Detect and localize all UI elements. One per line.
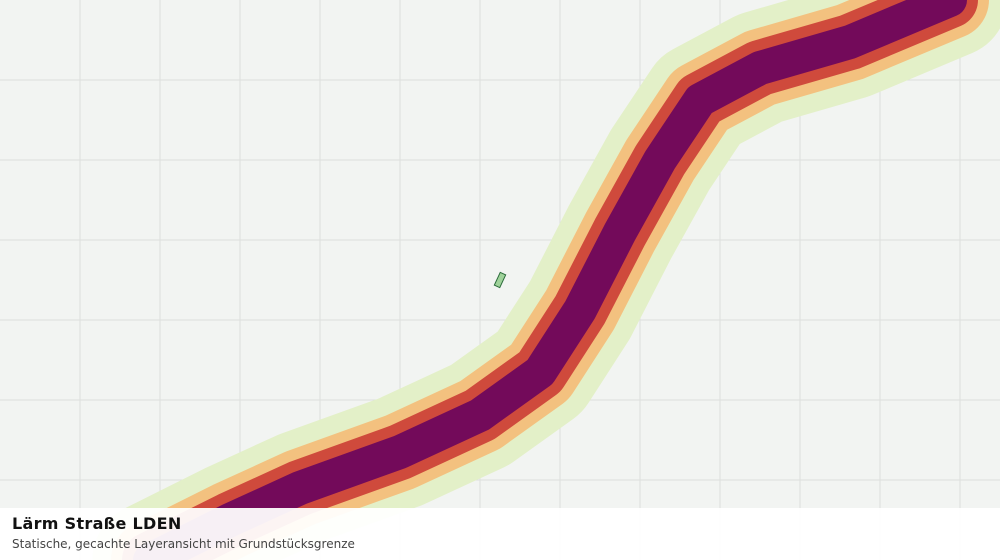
noise-band-70 [133, 0, 967, 560]
caption-panel: Lärm Straße LDEN Statische, gecachte Lay… [0, 508, 1000, 560]
noise-bands [92, 0, 1000, 560]
layer-subtitle: Statische, gecachte Layeransicht mit Gru… [12, 537, 355, 551]
parcel-boundary [493, 271, 507, 289]
layer-title: Lärm Straße LDEN [12, 514, 182, 533]
